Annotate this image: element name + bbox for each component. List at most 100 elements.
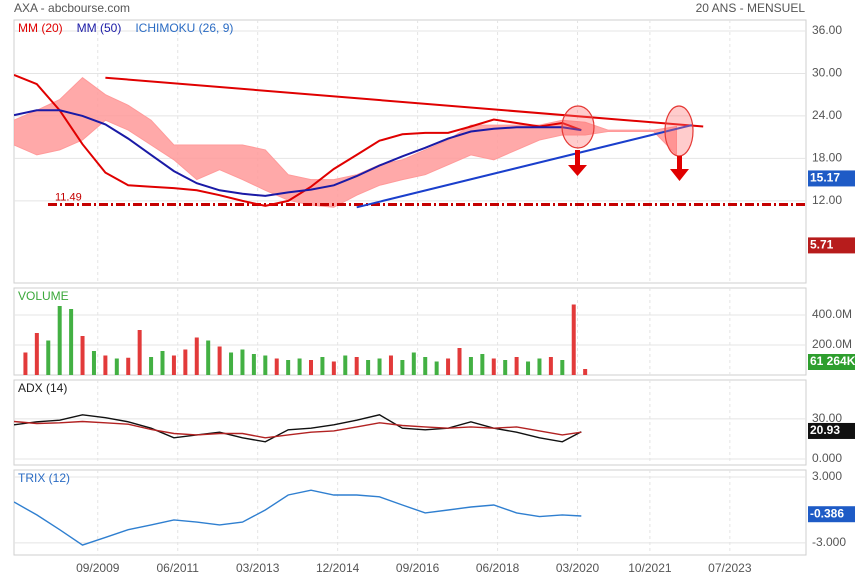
y-tick-label: 36.00 bbox=[812, 23, 842, 37]
volume-bar bbox=[320, 357, 325, 375]
series-line bbox=[14, 489, 582, 546]
x-tick-label: 06/2018 bbox=[476, 561, 520, 575]
y-tick-label: 3.000 bbox=[812, 469, 842, 483]
volume-bar bbox=[160, 351, 165, 375]
volume-bar bbox=[366, 360, 371, 375]
series-line bbox=[14, 109, 582, 197]
volume-bar bbox=[206, 340, 211, 375]
legend-label: MM (50) bbox=[77, 21, 122, 35]
volume-bar bbox=[583, 369, 588, 375]
annotations bbox=[561, 105, 694, 181]
volume-bar bbox=[194, 337, 199, 375]
volume-bar bbox=[80, 336, 85, 375]
last-value-label: 15.17 bbox=[810, 171, 840, 185]
panel-frame bbox=[13, 469, 807, 556]
volume-bar bbox=[91, 351, 96, 375]
last-value-label: 5.71 bbox=[810, 238, 834, 252]
volume-bar bbox=[400, 360, 405, 375]
volume-bar bbox=[377, 358, 382, 375]
volume-bar bbox=[286, 360, 291, 375]
panel-frame bbox=[13, 19, 807, 284]
period-label: 20 ANS - MENSUEL bbox=[696, 1, 806, 15]
y-tick-label: 18.00 bbox=[812, 151, 842, 165]
last-value-box bbox=[808, 237, 855, 254]
y-tick-label: 200.0M bbox=[812, 337, 852, 351]
volume-bar bbox=[411, 352, 416, 375]
volume-bar bbox=[114, 358, 119, 375]
x-tick-label: 03/2020 bbox=[556, 561, 600, 575]
last-value-box bbox=[808, 422, 855, 439]
y-tick-label: -3.000 bbox=[812, 535, 846, 549]
volume-bar bbox=[274, 358, 279, 375]
y-tick-label: 24.00 bbox=[812, 108, 842, 122]
highlight-circle bbox=[664, 105, 694, 157]
volume-bar bbox=[103, 355, 108, 375]
series-line bbox=[14, 420, 582, 439]
volume-bar bbox=[183, 349, 188, 375]
legend-label: VOLUME bbox=[18, 289, 69, 303]
y-tick-label: 30.00 bbox=[812, 66, 842, 80]
volume-bar bbox=[23, 352, 28, 375]
volume-bar bbox=[309, 360, 313, 375]
last-value-label: -0.386 bbox=[810, 506, 844, 520]
level-label: 11.49 bbox=[55, 191, 82, 203]
volume-bar bbox=[446, 358, 451, 375]
volume-bar bbox=[354, 357, 359, 375]
last-value-box bbox=[808, 354, 855, 370]
x-tick-label: 12/2014 bbox=[316, 561, 360, 575]
volume-bar bbox=[217, 346, 222, 375]
volume-bar bbox=[126, 357, 131, 375]
volume-bar bbox=[229, 352, 234, 375]
plot-area bbox=[14, 73, 806, 209]
plot-area bbox=[14, 414, 582, 443]
panel-frame bbox=[13, 287, 807, 376]
last-value-box bbox=[808, 170, 855, 187]
legend-label: ADX (14) bbox=[18, 381, 67, 395]
x-tick-label: 10/2021 bbox=[628, 561, 672, 575]
series-line bbox=[14, 414, 582, 443]
legend-label: TRIX (12) bbox=[18, 471, 70, 485]
series-line bbox=[14, 73, 582, 207]
volume-bar bbox=[343, 355, 348, 375]
volume-bar bbox=[560, 360, 565, 375]
x-tick-label: 03/2013 bbox=[236, 561, 280, 575]
plot-layer: 12.00 18.00 24.00 30.00 36.00 11.49 MM (20) MM … bbox=[13, 19, 855, 575]
volume-bar bbox=[137, 330, 142, 375]
volume-bar bbox=[297, 358, 302, 375]
volume-bar bbox=[571, 304, 576, 375]
y-tick-label: 12.00 bbox=[812, 193, 842, 207]
volume-bar bbox=[240, 349, 245, 375]
arrow-head bbox=[670, 169, 689, 181]
volume-bar bbox=[491, 358, 496, 375]
volume-bar bbox=[331, 361, 336, 375]
plot-area bbox=[23, 304, 588, 375]
arrow-shaft bbox=[677, 156, 682, 170]
x-tick-label: 07/2023 bbox=[708, 561, 752, 575]
x-tick-label: 09/2016 bbox=[396, 561, 440, 575]
volume-bar bbox=[57, 306, 62, 375]
y-tick-label: 30.00 bbox=[812, 411, 842, 425]
volume-bar bbox=[251, 354, 256, 375]
volume-bar bbox=[423, 357, 428, 375]
volume-bar bbox=[263, 355, 268, 375]
volume-bar bbox=[548, 357, 553, 375]
volume-bar bbox=[34, 333, 39, 375]
trend-line bbox=[105, 76, 704, 128]
arrow-head bbox=[568, 165, 587, 176]
volume-bar bbox=[480, 354, 485, 375]
x-tick-label: 06/2011 bbox=[156, 561, 199, 575]
volume-bar bbox=[457, 348, 462, 375]
source-title: AXA - abcbourse.com bbox=[14, 1, 130, 15]
last-value-box bbox=[808, 506, 855, 523]
volume-bar bbox=[514, 357, 519, 375]
x-tick-label: 09/2009 bbox=[76, 561, 120, 575]
volume-bar bbox=[434, 361, 439, 375]
highlight-circle bbox=[561, 105, 595, 149]
arrow-shaft bbox=[575, 150, 580, 166]
volume-bar bbox=[46, 340, 51, 375]
plot-area bbox=[14, 489, 582, 546]
volume-bar bbox=[503, 360, 508, 375]
last-value-label: 20.93 bbox=[810, 423, 840, 437]
volume-bar bbox=[69, 309, 74, 375]
